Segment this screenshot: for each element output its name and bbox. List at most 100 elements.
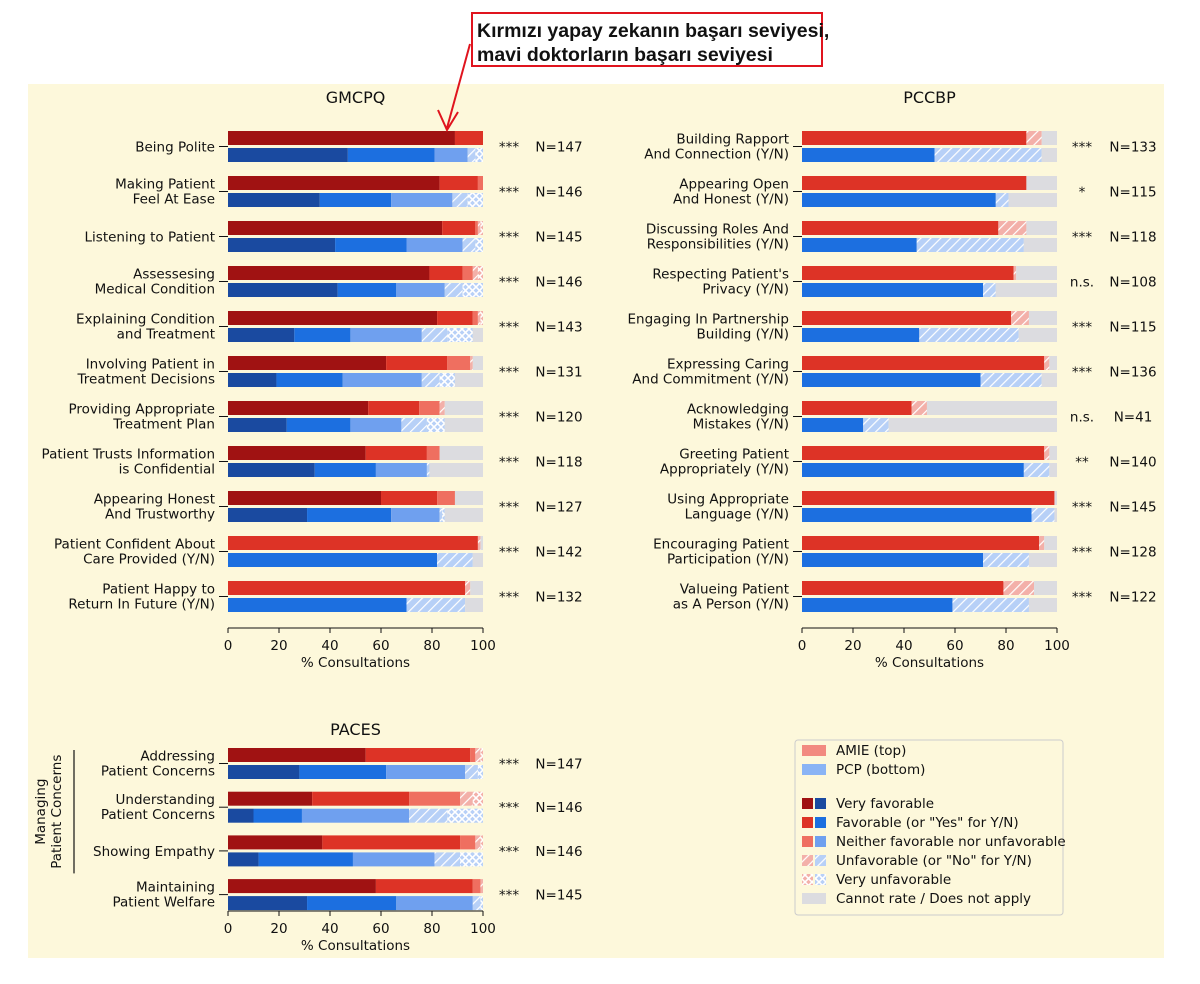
- pcp-bar-segment: [462, 238, 476, 252]
- pcp-bar-segment: [228, 896, 308, 911]
- pcp-bar-segment: [426, 463, 430, 477]
- n-label: N=146: [535, 844, 582, 860]
- pcp-bar-segment: [342, 373, 422, 387]
- amie-bar-segment: [802, 131, 1027, 145]
- pcp-bar-segment: [228, 283, 338, 297]
- amie-bar-segment: [460, 835, 476, 850]
- n-label: N=132: [535, 590, 582, 606]
- legend-swatch-amie: [802, 745, 826, 756]
- row-label: Engaging In Partnership: [628, 312, 789, 328]
- amie-bar-segment: [437, 491, 455, 505]
- pcp-bar-segment: [1054, 508, 1057, 522]
- significance-label: ***: [499, 365, 520, 381]
- x-tick-label: 40: [895, 638, 912, 654]
- pcp-bar-segment: [1028, 553, 1057, 567]
- amie-bar-segment: [472, 879, 481, 894]
- amie-bar-segment: [1039, 536, 1045, 550]
- pcp-bar-segment: [802, 463, 1024, 477]
- row-label: And Commitment (Y/N): [632, 372, 789, 388]
- significance-label: ***: [499, 500, 520, 516]
- amie-bar-segment: [454, 131, 483, 145]
- pcp-bar-segment: [934, 148, 1042, 162]
- n-label: N=118: [535, 455, 582, 471]
- legend-label-pcp: PCP (bottom): [836, 762, 925, 778]
- x-axis-label: % Consultations: [875, 655, 984, 671]
- pcp-bar-segment: [462, 283, 483, 297]
- pcp-bar-segment: [439, 508, 443, 522]
- amie-bar-segment: [475, 748, 481, 762]
- significance-label: ***: [499, 275, 520, 291]
- row-label: Treatment Plan: [112, 417, 215, 433]
- row-label: and Treatment: [117, 327, 215, 343]
- significance-label: ***: [499, 185, 520, 201]
- x-axis: 0 20 40 60 80 100 % Consultations: [798, 627, 1070, 671]
- row-label: Using Appropriate: [667, 492, 789, 508]
- amie-bar-segment: [442, 221, 476, 235]
- amie-bar-segment: [465, 581, 471, 595]
- significance-label: **: [1075, 455, 1089, 471]
- row-label: Being Polite: [135, 140, 215, 156]
- pcp-bar-segment: [228, 765, 300, 779]
- amie-bar-segment: [447, 356, 471, 370]
- amie-bar-segment: [460, 791, 473, 806]
- row-label: Patient Concerns: [101, 764, 215, 780]
- pcp-bar-segment: [444, 508, 483, 522]
- pcp-bar-segment: [228, 598, 407, 612]
- x-axis: 0 20 40 60 80 100 % Consultations: [224, 627, 496, 671]
- pcp-bar-segment: [228, 148, 348, 162]
- pcp-bar-segment: [319, 193, 392, 207]
- amie-bar-segment: [1044, 536, 1057, 550]
- pcp-bar-segment: [442, 508, 445, 522]
- x-tick-label: 40: [321, 921, 338, 937]
- row-label: Return In Future (Y/N): [68, 597, 215, 613]
- legend: AMIE (top) PCP (bottom) Very favorable Favo…: [794, 739, 1066, 916]
- pcp-bar-segment: [802, 283, 984, 297]
- n-label: N=108: [1109, 275, 1156, 291]
- significance-label: ***: [1072, 320, 1093, 336]
- significance-label: ***: [499, 800, 520, 816]
- pcp-bar-segment: [437, 553, 473, 567]
- amie-bar-segment: [365, 446, 427, 460]
- n-label: N=127: [535, 500, 582, 516]
- pcp-bar-segment: [391, 193, 453, 207]
- n-label: N=145: [1109, 500, 1156, 516]
- row-label: Assessesing: [133, 267, 215, 283]
- row-label: Understanding: [116, 792, 215, 808]
- x-tick-label: 0: [224, 638, 233, 654]
- pcp-bar-segment: [421, 373, 440, 387]
- amie-bar-segment: [1026, 176, 1057, 190]
- pcp-bar-segment: [472, 896, 481, 911]
- pcp-bar-segment: [335, 238, 407, 252]
- amie-bar-segment: [312, 791, 410, 806]
- legend-swatch-red: [802, 836, 813, 847]
- row-label: Patient Trusts Information: [42, 447, 215, 463]
- amie-bar-segment: [472, 356, 483, 370]
- significance-label: ***: [499, 844, 520, 860]
- amie-bar-segment: [444, 401, 483, 415]
- pcp-bar-segment: [337, 283, 397, 297]
- pcp-bar-segment: [802, 238, 917, 252]
- pcp-bar-segment: [444, 283, 463, 297]
- pcp-bar-segment: [983, 553, 1029, 567]
- n-label: N=41: [1114, 410, 1153, 426]
- amie-bar-segment: [1011, 311, 1029, 325]
- x-tick-label: 100: [470, 638, 496, 654]
- chart-title: GMCPQ: [326, 88, 386, 107]
- pcp-bar-segment: [1041, 148, 1057, 162]
- amie-bar-segment: [419, 401, 440, 415]
- row-label: And Trustworthy: [105, 507, 215, 523]
- pcp-bar-segment: [863, 418, 889, 432]
- pcp-bar-segment: [406, 598, 466, 612]
- legend-category-label: Very favorable: [836, 796, 934, 812]
- pcp-bar-segment: [228, 553, 438, 567]
- significance-label: ***: [499, 230, 520, 246]
- significance-label: ***: [499, 888, 520, 904]
- amie-bar-segment: [1026, 221, 1057, 235]
- legend-swatch-red: [802, 874, 813, 885]
- pcp-bar-segment: [386, 765, 466, 779]
- pcp-bar-segment: [467, 193, 483, 207]
- chart-title: PCCBP: [903, 88, 956, 107]
- pcp-bar-segment: [454, 373, 483, 387]
- n-label: N=147: [535, 140, 582, 156]
- amie-bar-segment: [926, 401, 1057, 415]
